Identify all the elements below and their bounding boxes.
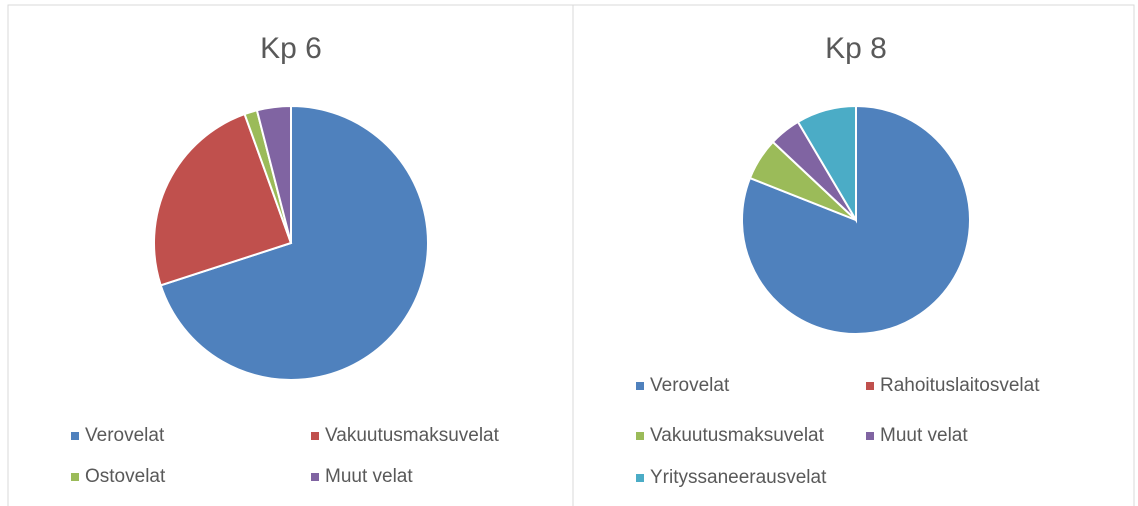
pie-slice bbox=[741, 104, 971, 335]
legend-label: Vakuutusmaksuvelat bbox=[325, 425, 500, 446]
legend-label: Ostovelat bbox=[85, 466, 166, 487]
legend-swatch bbox=[71, 432, 79, 440]
pie-slice bbox=[255, 104, 292, 244]
pie-slice bbox=[796, 104, 857, 224]
legend-swatch bbox=[866, 382, 874, 390]
legend-label: Muut velat bbox=[880, 425, 968, 446]
legend-swatch bbox=[636, 432, 644, 440]
chart-title: Kp 8 bbox=[825, 32, 887, 65]
legend-swatch bbox=[636, 382, 644, 390]
chart-title: Kp 6 bbox=[260, 32, 322, 65]
pie-slice bbox=[153, 112, 293, 287]
legend-swatch bbox=[311, 432, 319, 440]
legend-label: Verovelat bbox=[650, 375, 730, 396]
legend-swatch bbox=[636, 474, 644, 482]
pie-slice bbox=[159, 104, 429, 381]
legend-label: Muut velat bbox=[325, 466, 413, 487]
legend-swatch bbox=[311, 473, 319, 481]
legend-label: Yrityssaneerausvelat bbox=[650, 467, 827, 488]
panel-border bbox=[572, 4, 1135, 506]
legend-label: Rahoituslaitosvelat bbox=[880, 375, 1040, 396]
legend-swatch bbox=[71, 473, 79, 481]
legend-swatch bbox=[866, 432, 874, 440]
legend-label: Vakuutusmaksuvelat bbox=[650, 425, 825, 446]
legend-label: Verovelat bbox=[85, 425, 165, 446]
